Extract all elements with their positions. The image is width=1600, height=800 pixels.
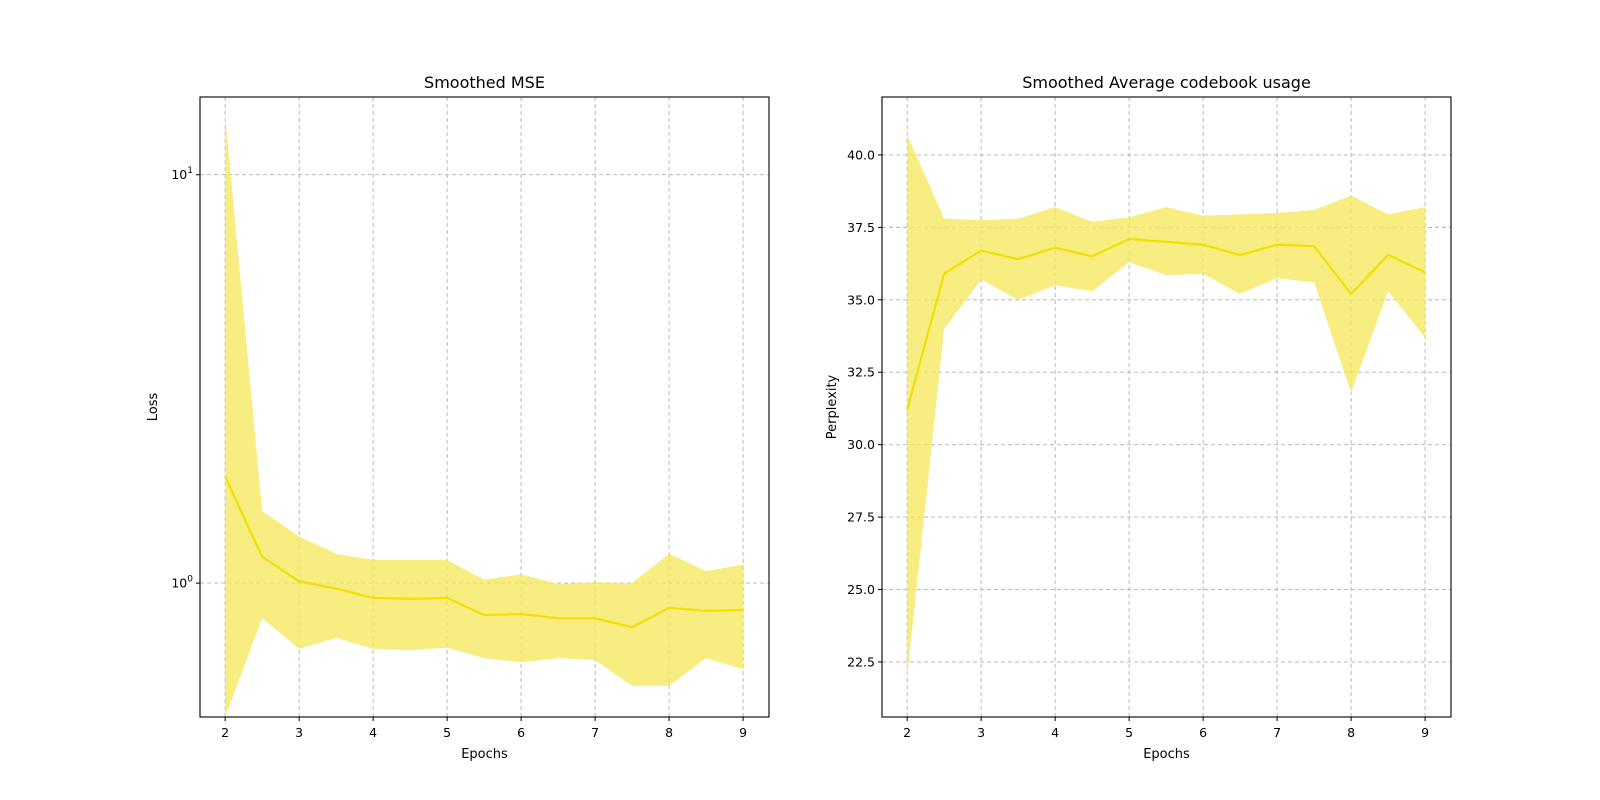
mse-y-ticks: 100 101 (171, 166, 200, 591)
mse-variance-band (225, 115, 744, 718)
perplexity-x-tick-label: 7 (1273, 725, 1281, 740)
mse-x-ticks: 2 3 4 5 6 7 8 9 (221, 717, 747, 740)
mse-x-tick-label: 3 (295, 725, 303, 740)
perplexity-y-ticks: 22.5 25.0 27.5 30.0 32.5 35.0 37.5 40.0 (847, 147, 882, 669)
mse-x-tick-label: 2 (221, 725, 229, 740)
perplexity-y-tick-label: 35.0 (847, 292, 875, 307)
mse-mean-line (224, 476, 744, 629)
mse-axes-frame (199, 96, 770, 718)
perplexity-y-tick-label: 27.5 (847, 510, 875, 525)
mse-chart: 2 3 4 5 6 7 8 9 100 101 Smoothed MSE Epochs Loss (146, 73, 770, 762)
mse-line-layer (224, 476, 744, 629)
perplexity-grid (882, 97, 1451, 717)
mse-x-tick-label: 6 (517, 725, 525, 740)
perplexity-y-tick-label: 22.5 (847, 654, 875, 669)
perplexity-variance-band (907, 134, 1426, 677)
perplexity-x-tick-label: 2 (903, 725, 911, 740)
mse-x-axis-label: Epochs (461, 747, 508, 762)
perplexity-x-tick-label: 3 (977, 725, 985, 740)
perplexity-x-tick-label: 4 (1051, 725, 1059, 740)
perplexity-x-axis-label: Epochs (1143, 747, 1190, 762)
perplexity-axes-frame (881, 96, 1452, 718)
mse-band-layer (225, 115, 744, 718)
perplexity-x-tick-label: 6 (1199, 725, 1207, 740)
perplexity-chart-title: Smoothed Average codebook usage (1022, 73, 1311, 92)
perplexity-band-layer (907, 134, 1426, 677)
perplexity-chart: 2 3 4 5 6 7 8 9 22.5 25.0 27.5 30.0 32.5 35.0 37.5 40.… (825, 73, 1452, 762)
perplexity-x-tick-label: 8 (1347, 725, 1355, 740)
perplexity-mean-line (906, 237, 1426, 411)
mse-x-tick-label: 7 (591, 725, 599, 740)
perplexity-y-axis-label: Perplexity (825, 374, 840, 439)
mse-x-tick-label: 4 (369, 725, 377, 740)
perplexity-line-layer (906, 237, 1426, 411)
mse-x-tick-label: 5 (443, 725, 451, 740)
perplexity-x-tick-label: 5 (1125, 725, 1133, 740)
perplexity-y-tick-label: 25.0 (847, 582, 875, 597)
mse-y-axis-label: Loss (146, 393, 161, 422)
mse-x-tick-label: 8 (665, 725, 673, 740)
mse-grid (200, 97, 769, 717)
perplexity-x-ticks: 2 3 4 5 6 7 8 9 (903, 717, 1429, 740)
perplexity-y-tick-label: 32.5 (847, 365, 875, 380)
perplexity-y-tick-label: 40.0 (847, 147, 875, 162)
mse-y-tick-label: 101 (171, 166, 193, 182)
mse-x-tick-label: 9 (739, 725, 747, 740)
perplexity-y-tick-label: 37.5 (847, 220, 875, 235)
perplexity-y-tick-label: 30.0 (847, 437, 875, 452)
mse-y-tick-label: 100 (171, 575, 193, 591)
perplexity-x-tick-label: 9 (1421, 725, 1429, 740)
mse-chart-title: Smoothed MSE (424, 73, 545, 92)
